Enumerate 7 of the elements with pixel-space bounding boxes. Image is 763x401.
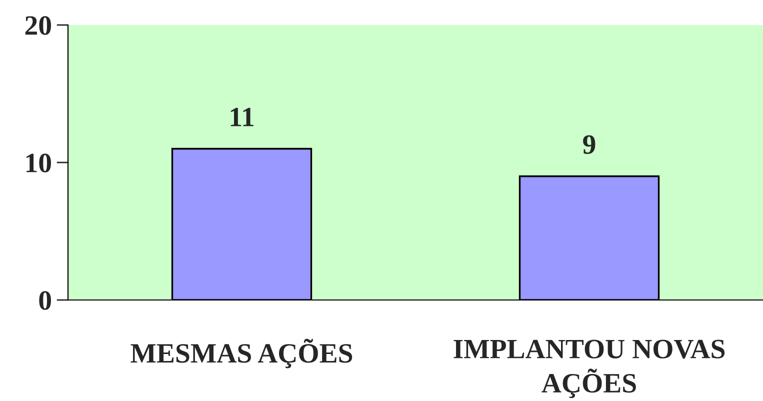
- y-tick-label: 10: [26, 154, 51, 172]
- y-tick-label: 20: [25, 16, 51, 35]
- data-label: 9: [583, 135, 596, 154]
- y-tick-label: 0: [39, 291, 51, 310]
- x-tick-label: IMPLANTOU NOVAS AÇÕES: [454, 340, 725, 398]
- data-label: 11: [230, 108, 254, 126]
- x-tick-label: MESMAS AÇÕES: [130, 338, 352, 368]
